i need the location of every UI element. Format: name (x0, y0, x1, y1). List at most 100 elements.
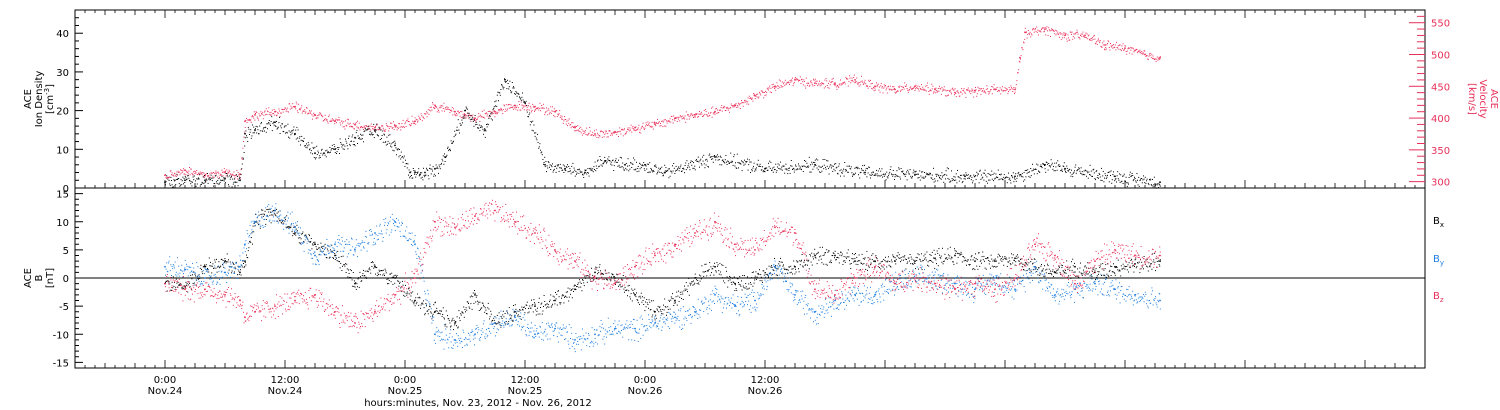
velocity-sample (1032, 27, 1034, 29)
velocity-sample (1068, 39, 1070, 41)
velocity-sample (310, 112, 312, 114)
velocity-sample (813, 78, 814, 80)
bx-sample (833, 253, 835, 254)
density-sample (487, 124, 489, 126)
bx-sample (233, 264, 235, 265)
bx-sample (936, 250, 938, 252)
bx-sample (459, 317, 460, 319)
density-sample (531, 129, 533, 131)
velocity-sample (690, 114, 691, 116)
velocity-sample (485, 113, 487, 115)
velocity-sample (1159, 58, 1161, 60)
density-sample (963, 174, 964, 176)
velocity-sample (856, 82, 858, 84)
velocity-sample (509, 103, 511, 105)
velocity-sample (430, 106, 432, 108)
density-sample (298, 137, 300, 139)
bx-sample (585, 277, 586, 279)
velocity-sample (823, 83, 825, 85)
bx-sample (515, 308, 517, 310)
bx-sample (1076, 275, 1078, 277)
density-sample (508, 88, 510, 90)
density-sample (335, 148, 337, 150)
velocity-sample (196, 174, 198, 175)
bx-sample (375, 273, 376, 275)
velocity-sample (288, 111, 289, 113)
velocity-sample (488, 116, 490, 118)
velocity-sample (957, 91, 959, 93)
density-sample (421, 172, 423, 174)
density-sample (523, 101, 525, 102)
velocity-sample (315, 118, 317, 120)
density-sample (657, 170, 659, 172)
density-sample (186, 179, 187, 181)
density-sample (750, 161, 752, 163)
bx-sample (277, 220, 279, 222)
velocity-sample (313, 114, 315, 116)
density-sample (515, 91, 517, 92)
density-sample (1116, 181, 1117, 183)
velocity-sample (324, 118, 325, 120)
velocity-sample (526, 109, 528, 111)
density-sample (1108, 181, 1110, 183)
bx-sample (262, 209, 264, 211)
velocity-sample (557, 113, 559, 115)
density-sample (737, 162, 739, 164)
density-sample (1104, 177, 1105, 179)
bx-sample (520, 318, 522, 320)
velocity-sample (216, 171, 218, 173)
density-sample (357, 135, 359, 137)
density-sample (402, 161, 404, 163)
velocity-sample (1093, 34, 1095, 36)
velocity-sample (955, 93, 957, 94)
velocity-sample (1008, 86, 1010, 88)
bx-sample (949, 255, 951, 257)
density-sample (472, 117, 474, 119)
velocity-sample (853, 77, 855, 78)
velocity-sample (227, 171, 229, 173)
density-sample (810, 171, 812, 173)
velocity-sample (1026, 37, 1028, 39)
velocity-sample (826, 80, 828, 82)
bx-sample (355, 282, 357, 284)
density-sample (253, 132, 255, 134)
density-sample (970, 179, 972, 181)
bx-sample (762, 281, 763, 283)
velocity-sample (1012, 91, 1014, 92)
velocity-sample (855, 81, 857, 82)
bx-sample (708, 270, 709, 272)
bx-sample (1024, 265, 1026, 267)
bx-sample (501, 318, 503, 319)
velocity-sample (352, 126, 354, 128)
density-sample (1034, 169, 1036, 170)
bx-sample (357, 278, 359, 280)
density-sample (285, 125, 287, 127)
density-sample (623, 169, 625, 171)
bx-sample (705, 271, 706, 272)
density-sample (495, 105, 496, 107)
bx-sample (1068, 275, 1069, 277)
density-sample (942, 175, 944, 177)
density-sample (714, 155, 715, 156)
density-sample (255, 128, 256, 130)
velocity-sample (1150, 56, 1152, 58)
density-sample (636, 171, 638, 173)
density-sample (655, 166, 657, 168)
velocity-sample (546, 107, 547, 109)
velocity-sample (1087, 38, 1089, 40)
bx-sample (428, 309, 430, 311)
velocity-sample (829, 80, 831, 82)
density-sample (1063, 162, 1065, 164)
velocity-sample (1029, 33, 1030, 35)
density-sample (537, 141, 539, 143)
density-sample (925, 172, 927, 174)
density-sample (394, 140, 396, 142)
density-sample (517, 92, 519, 94)
velocity-sample (1054, 33, 1056, 35)
bx-sample (773, 270, 775, 272)
density-sample (849, 165, 850, 167)
bx-sample (1016, 257, 1018, 259)
bx-sample (689, 282, 691, 284)
bx-sample (1000, 258, 1002, 259)
velocity-sample (1071, 31, 1073, 33)
